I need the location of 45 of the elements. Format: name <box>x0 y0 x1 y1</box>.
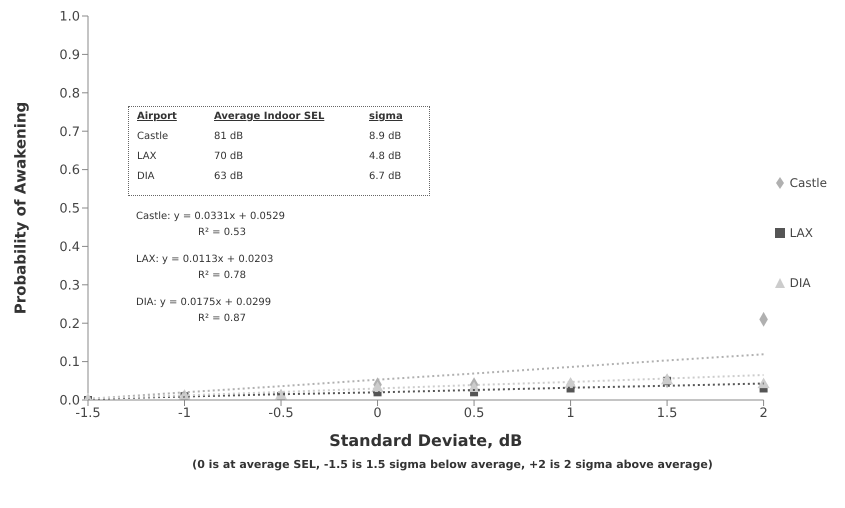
annotation: Average Indoor SEL <box>214 111 324 122</box>
x-tick-label: 1.5 <box>656 406 678 422</box>
annotation: R² = 0.78 <box>198 270 246 281</box>
x-tick-label: 1 <box>566 406 575 422</box>
x-tick-label: 0.5 <box>464 406 484 422</box>
annotation: sigma <box>369 111 403 122</box>
annotation: 6.7 dB <box>369 171 402 182</box>
annotation: DIA <box>137 171 154 182</box>
annotation: 63 dB <box>214 171 244 182</box>
text: (0 is at average SEL, -1.5 is 1.5 sigma below average, +2 is 2 sigma above average) <box>191 458 714 471</box>
point <box>758 378 770 388</box>
y-tick-label: 1.0 <box>59 10 80 25</box>
annotation: Airport <box>137 111 177 122</box>
annotation: Castle: y = 0.0331x + 0.0529 <box>136 211 286 222</box>
annotation: 70 dB <box>214 151 244 162</box>
y-tick-label: 0.4 <box>59 240 80 256</box>
x-tick-label: -0.5 <box>268 406 294 422</box>
y-tick-label: 0.2 <box>59 316 80 332</box>
annotation: 8.9 dB <box>369 131 402 142</box>
annotation: R² = 0.87 <box>198 313 246 324</box>
legend-label: DIA <box>790 276 811 290</box>
annotation: LAX <box>137 151 156 162</box>
y-axis-title: Probability of Awakening <box>11 102 30 314</box>
annotation: R² = 0.53 <box>198 227 246 238</box>
legend-label: Castle <box>790 176 827 190</box>
x-axis-title: Standard Deviate, dB <box>329 431 522 450</box>
annotation: 4.8 dB <box>369 151 402 162</box>
y-tick-label: 0.6 <box>59 163 80 178</box>
y-tick-label: 0.5 <box>59 202 80 217</box>
annotation: 81 dB <box>214 131 244 142</box>
annotation: DIA: y = 0.0175x + 0.0299 <box>136 297 272 308</box>
x-tick-label: 0 <box>373 406 382 422</box>
y-tick-label: 0.9 <box>59 48 80 64</box>
point <box>661 374 674 384</box>
y-tick-label: 0.3 <box>59 278 80 294</box>
annotation: LAX: y = 0.0113x + 0.0203 <box>136 254 274 265</box>
y-tick-label: 0.1 <box>59 355 80 370</box>
x-tick-label: -1.5 <box>75 406 101 422</box>
legend-label: LAX <box>790 226 813 240</box>
y-tick-label: 0.8 <box>59 86 80 102</box>
y-tick-label: 0.7 <box>59 124 80 140</box>
y-tick-label: 0.0 <box>59 394 80 409</box>
x-tick-label: 2 <box>759 406 768 422</box>
x-tick-label: -1 <box>178 406 191 422</box>
annotation: Castle <box>137 131 168 142</box>
